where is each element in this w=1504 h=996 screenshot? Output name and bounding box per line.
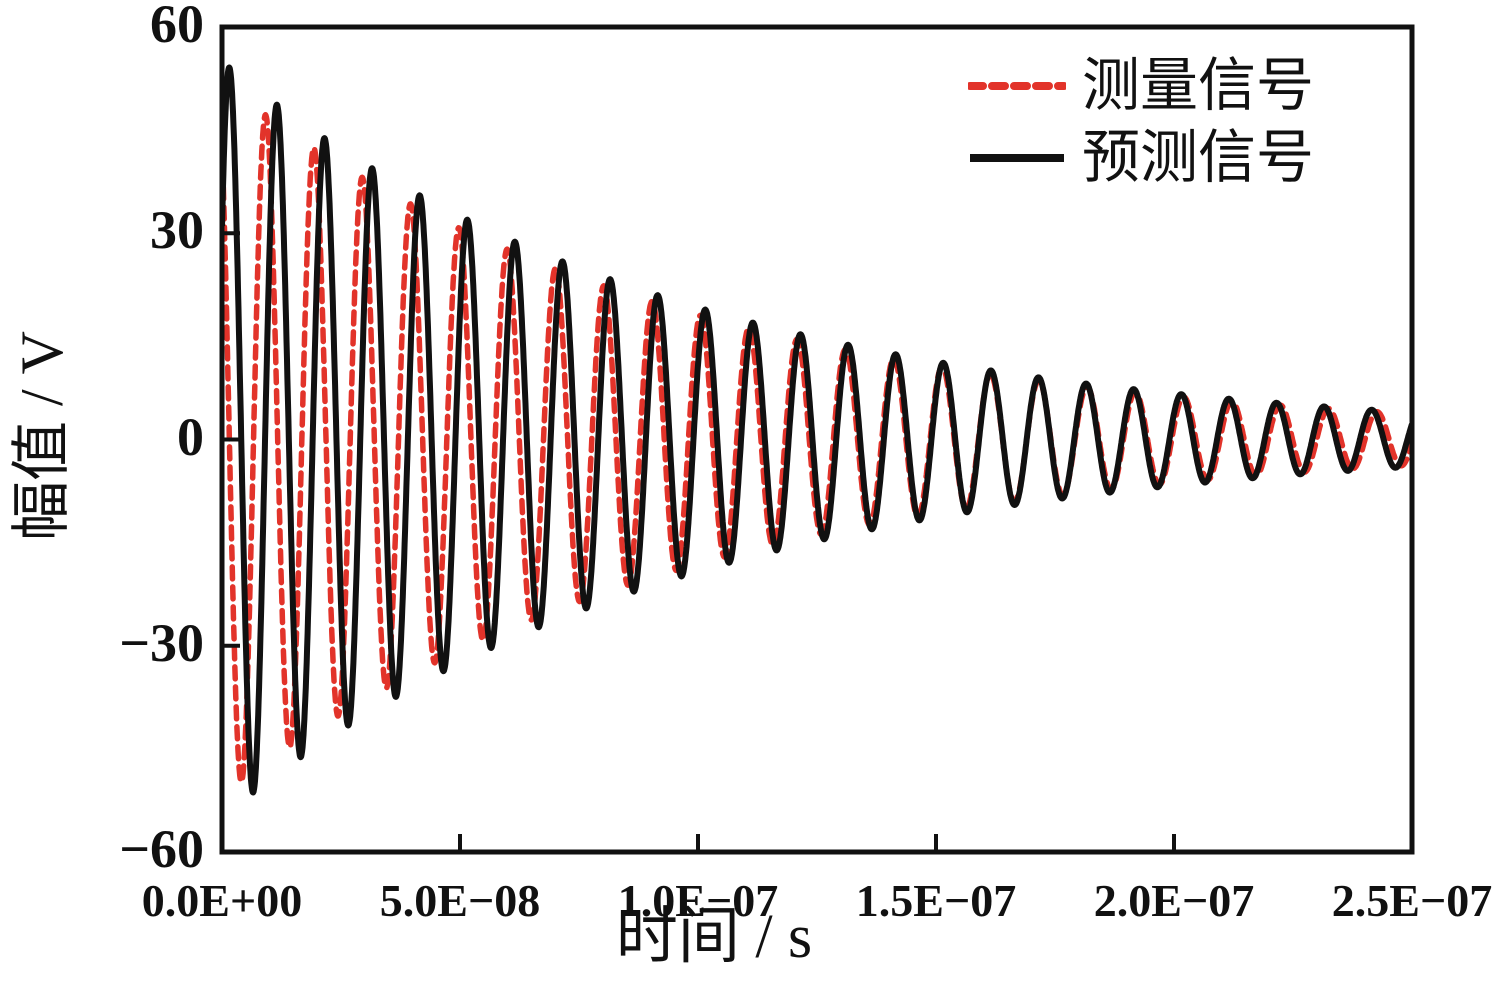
x-axis-title: 时间 / s — [615, 903, 813, 971]
y-tick-label: −30 — [119, 612, 204, 673]
y-tick-label: −60 — [119, 819, 204, 879]
x-tick-label: 5.0E−08 — [379, 875, 541, 926]
x-tick-label: 2.0E−07 — [1093, 875, 1255, 926]
y-axis-title: 幅值 / V — [9, 331, 75, 541]
y-tick-label: 60 — [150, 0, 204, 54]
x-tick-label: 2.5E−07 — [1331, 875, 1493, 926]
measured-signal-legend-label: 测量信号 — [1082, 53, 1315, 118]
y-tick-label: 0 — [177, 406, 204, 467]
predicted-signal-curve — [222, 64, 1412, 796]
x-tick-label: 1.0E−07 — [617, 875, 779, 926]
measured-signal-legend-sample — [968, 82, 1066, 90]
x-tick-label: 0.0E+00 — [141, 875, 303, 926]
predicted-signal-legend-sample — [970, 154, 1064, 162]
legend-item: 预测信号 — [968, 122, 1314, 194]
legend: 测量信号 预测信号 — [968, 50, 1314, 194]
plot-frame — [219, 24, 1415, 855]
predicted-signal-legend-label: 预测信号 — [1082, 125, 1315, 190]
x-tick-label: 1.5E−07 — [855, 875, 1017, 926]
y-tick-label: 30 — [150, 200, 204, 261]
legend-item: 测量信号 — [968, 50, 1314, 122]
